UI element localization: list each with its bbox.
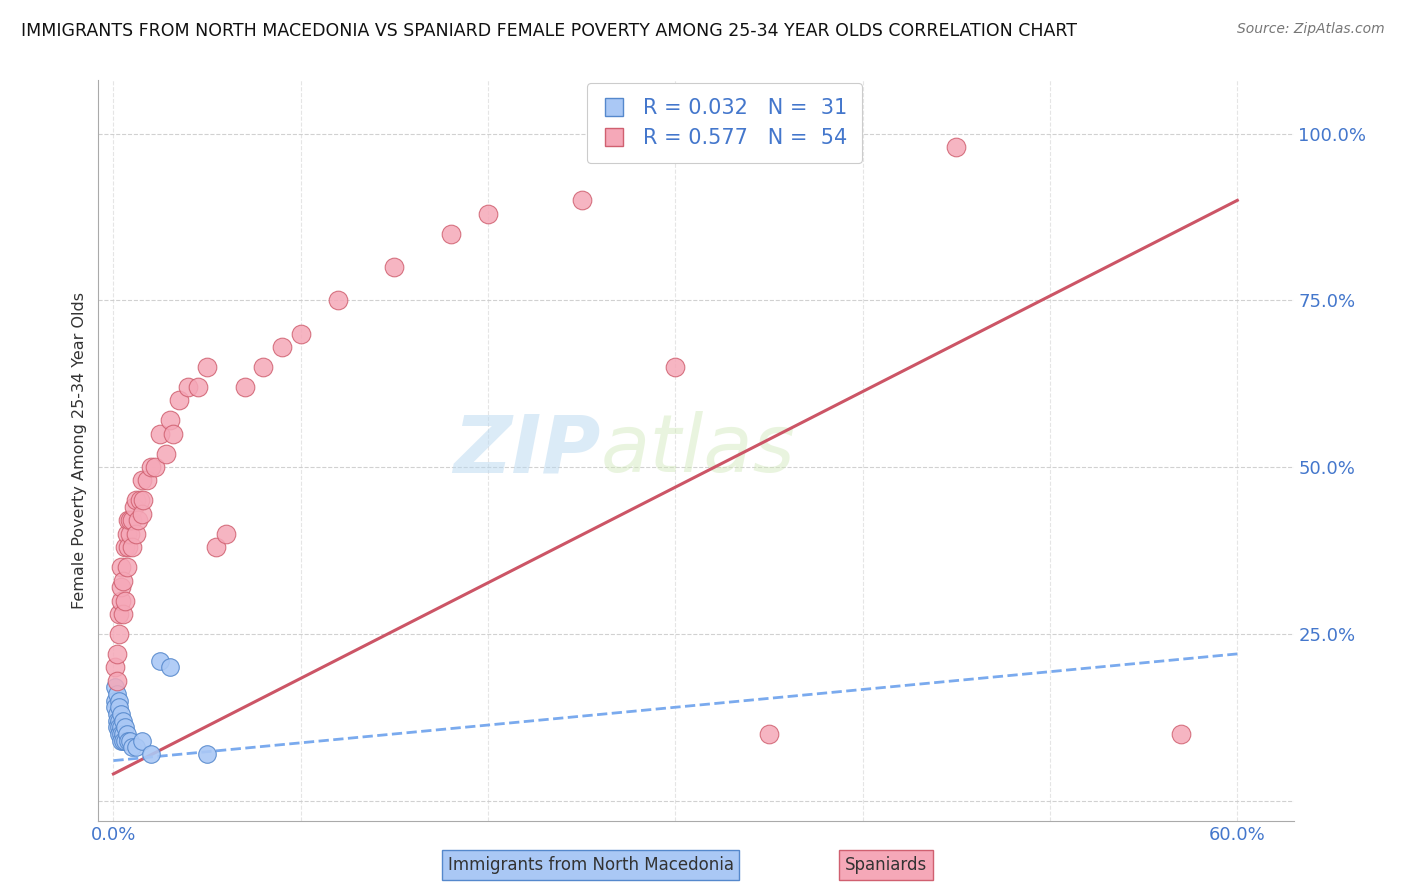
Point <box>117 733 139 747</box>
Point <box>131 507 153 521</box>
Point <box>384 260 406 274</box>
Point <box>105 647 128 661</box>
Point <box>111 727 134 741</box>
Point <box>252 360 274 375</box>
Point <box>115 560 138 574</box>
Point <box>125 493 148 508</box>
Point <box>110 720 132 734</box>
Point <box>195 747 218 761</box>
Point <box>159 413 181 427</box>
Point <box>328 293 350 308</box>
Point <box>162 426 184 441</box>
Point <box>110 727 132 741</box>
Point <box>139 747 162 761</box>
Point <box>104 700 127 714</box>
Point <box>111 714 134 728</box>
Point <box>159 660 181 674</box>
Point <box>104 693 127 707</box>
Point <box>1170 727 1192 741</box>
Point <box>127 514 149 528</box>
Point <box>149 426 172 441</box>
Legend: R = 0.032   N =  31, R = 0.577   N =  54: R = 0.032 N = 31, R = 0.577 N = 54 <box>586 83 862 163</box>
Point <box>108 700 131 714</box>
Point <box>104 680 127 694</box>
Text: Spaniards: Spaniards <box>845 856 927 874</box>
Point <box>108 727 131 741</box>
Point <box>111 733 134 747</box>
Point <box>114 720 136 734</box>
Point <box>108 627 131 641</box>
Point <box>125 526 148 541</box>
Text: ZIP: ZIP <box>453 411 600 490</box>
Point <box>758 727 780 741</box>
Point <box>105 706 128 721</box>
Point <box>110 706 132 721</box>
Point <box>105 720 128 734</box>
Text: Immigrants from North Macedonia: Immigrants from North Macedonia <box>447 856 734 874</box>
Point <box>128 493 150 508</box>
Text: Source: ZipAtlas.com: Source: ZipAtlas.com <box>1237 22 1385 37</box>
Point <box>290 326 312 341</box>
Point <box>122 500 145 515</box>
Point <box>271 340 294 354</box>
Point <box>125 740 148 755</box>
Point <box>104 660 127 674</box>
Point <box>120 514 142 528</box>
Point <box>110 580 132 594</box>
Point <box>108 720 131 734</box>
Point <box>195 360 218 375</box>
Point <box>105 714 128 728</box>
Point <box>120 733 142 747</box>
Point <box>105 673 128 688</box>
Point <box>477 207 499 221</box>
Point <box>108 693 131 707</box>
Y-axis label: Female Poverty Among 25-34 Year Olds: Female Poverty Among 25-34 Year Olds <box>72 292 87 609</box>
Point <box>205 540 228 554</box>
Point <box>139 460 162 475</box>
Point <box>115 526 138 541</box>
Point <box>110 593 132 607</box>
Point <box>571 194 593 208</box>
Point <box>945 140 967 154</box>
Point <box>110 560 132 574</box>
Point <box>132 493 155 508</box>
Point <box>108 607 131 621</box>
Point <box>114 540 136 554</box>
Point <box>114 733 136 747</box>
Point <box>149 654 172 668</box>
Point <box>167 393 190 408</box>
Point <box>131 733 153 747</box>
Point <box>108 714 131 728</box>
Text: IMMIGRANTS FROM NORTH MACEDONIA VS SPANIARD FEMALE POVERTY AMONG 25-34 YEAR OLDS: IMMIGRANTS FROM NORTH MACEDONIA VS SPANI… <box>21 22 1077 40</box>
Point <box>177 380 200 394</box>
Point <box>155 447 177 461</box>
Point <box>115 727 138 741</box>
Point <box>117 540 139 554</box>
Point <box>110 733 132 747</box>
Point <box>117 514 139 528</box>
Point <box>105 687 128 701</box>
Point <box>215 526 238 541</box>
Point <box>439 227 461 241</box>
Point <box>121 514 143 528</box>
Point <box>121 740 143 755</box>
Point <box>136 474 159 488</box>
Text: atlas: atlas <box>600 411 796 490</box>
Point <box>143 460 166 475</box>
Point <box>111 607 134 621</box>
Point <box>233 380 256 394</box>
Point <box>121 540 143 554</box>
Point <box>120 526 142 541</box>
Point <box>187 380 209 394</box>
Point <box>664 360 686 375</box>
Point <box>114 593 136 607</box>
Point <box>131 474 153 488</box>
Point <box>111 574 134 588</box>
